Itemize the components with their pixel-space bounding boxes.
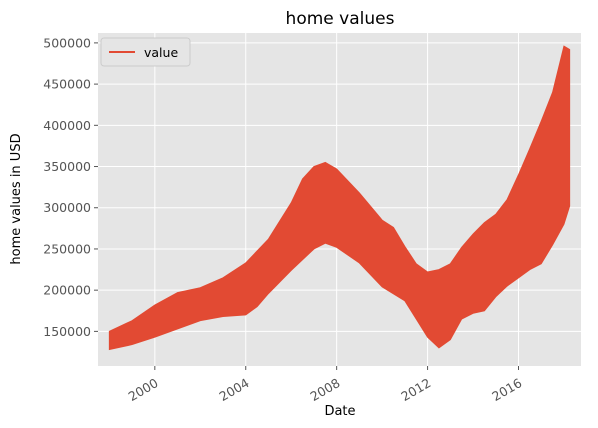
- legend-label: value: [144, 45, 178, 60]
- y-tick-label: 200000: [43, 283, 91, 298]
- y-tick-label: 250000: [43, 241, 91, 256]
- x-axis-title: Date: [324, 404, 355, 419]
- y-tick-label: 500000: [43, 35, 91, 50]
- y-axis-title: home values in USD: [9, 133, 24, 264]
- x-tick-label: 2004: [217, 375, 252, 404]
- legend: value: [100, 37, 191, 67]
- x-tick-label: 2016: [489, 375, 524, 404]
- chart-title: home values: [286, 9, 395, 29]
- y-tick-label: 350000: [43, 159, 91, 174]
- y-tick-label: 450000: [43, 77, 91, 92]
- legend-box: [100, 37, 191, 67]
- x-axis-ticks: 2000 2004 2008 2012 2016: [126, 366, 524, 404]
- x-tick-label: 2012: [398, 375, 433, 404]
- y-tick-label: 400000: [43, 118, 91, 133]
- y-tick-label: 300000: [43, 200, 91, 215]
- value-area-band: [108, 45, 571, 351]
- y-tick-label: 150000: [43, 324, 91, 339]
- x-tick-label: 2008: [307, 375, 342, 404]
- x-tick-label: 2000: [126, 375, 161, 404]
- y-axis-ticks: 150000 200000 250000 300000 350000 400000 4500…: [43, 35, 98, 339]
